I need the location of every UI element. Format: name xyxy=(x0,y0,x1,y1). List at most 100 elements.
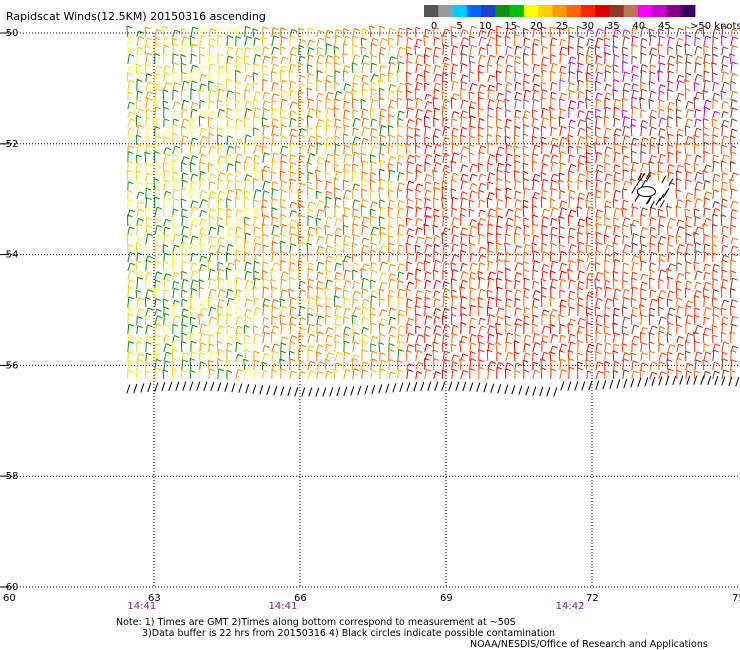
wind-barb-flag xyxy=(417,97,423,101)
wind-barb-flag xyxy=(328,352,334,356)
wind-barb-flag xyxy=(299,154,305,158)
wind-barb-flag xyxy=(157,315,163,319)
wind-barb-flag xyxy=(596,151,603,155)
wind-barb-flag xyxy=(470,271,477,275)
wind-barb-flag xyxy=(306,242,313,246)
wind-barb-flag xyxy=(228,262,235,266)
wind-barb xyxy=(334,305,338,317)
wind-barb-flag xyxy=(235,35,242,39)
wind-barb-flag xyxy=(550,270,556,274)
wind-barb xyxy=(154,218,157,227)
wind-barb xyxy=(343,351,346,362)
wind-barb xyxy=(271,188,274,200)
wind-barb-flag xyxy=(217,340,223,344)
wind-barb xyxy=(163,153,167,164)
wind-barb-flag xyxy=(308,171,314,175)
wind-barb-flag xyxy=(660,135,666,139)
wind-barb xyxy=(451,135,454,146)
wind-barb xyxy=(208,111,212,119)
wind-barb-flag xyxy=(633,83,639,87)
wind-barb xyxy=(721,82,725,92)
wind-barb xyxy=(694,109,697,119)
wind-barb-flag xyxy=(318,271,324,275)
wind-barb xyxy=(649,289,652,299)
wind-barb xyxy=(433,325,437,335)
wind-barb-flag xyxy=(244,190,250,194)
wind-barb-flag xyxy=(346,189,352,193)
wind-barb xyxy=(316,262,320,272)
wind-barb xyxy=(280,306,284,317)
wind-barb-flag xyxy=(534,83,540,87)
wind-barb xyxy=(639,304,642,317)
wind-barb xyxy=(478,84,482,92)
wind-barb xyxy=(613,225,616,236)
wind-barb xyxy=(604,64,607,74)
wind-barb-flag xyxy=(236,331,242,335)
wind-barb xyxy=(703,35,707,47)
wind-barb-flag xyxy=(426,174,433,177)
wind-barb xyxy=(217,191,221,200)
wind-barb xyxy=(153,83,156,92)
wind-barb-flag xyxy=(155,37,161,41)
wind-barb-flag xyxy=(567,268,573,272)
wind-barb xyxy=(208,307,212,317)
wind-barb-flag xyxy=(192,262,198,266)
wind-barb xyxy=(478,325,482,335)
wind-barb-flag xyxy=(534,89,540,93)
wind-barb-flag xyxy=(283,271,289,275)
wind-barb-flag xyxy=(129,101,135,105)
wind-barb xyxy=(136,252,138,263)
wind-barb xyxy=(622,126,626,137)
wind-barb-flag xyxy=(174,315,181,319)
wind-barb xyxy=(325,260,328,272)
wind-barb-flag xyxy=(226,305,233,309)
wind-barb-flag xyxy=(318,29,324,33)
wind-barb xyxy=(504,126,507,137)
wind-barb xyxy=(460,191,463,200)
wind-barb-flag xyxy=(551,217,558,221)
wind-barb xyxy=(460,227,464,236)
legend-swatch xyxy=(680,5,696,17)
wind-barb xyxy=(712,289,715,299)
wind-barb xyxy=(577,36,580,47)
wind-barb-flag xyxy=(442,342,448,346)
wind-barb-flag xyxy=(199,115,205,119)
wind-barb-flag xyxy=(426,181,432,185)
wind-barb xyxy=(622,333,625,344)
wind-barb xyxy=(288,289,291,299)
wind-barb xyxy=(577,53,580,65)
wind-barb-flag xyxy=(625,180,631,184)
wind-barb-flag xyxy=(461,243,468,247)
wind-barb xyxy=(334,218,338,227)
wind-barb-flag xyxy=(470,342,477,346)
wind-barb xyxy=(316,246,320,254)
wind-barb-flag xyxy=(460,250,467,253)
wind-barb-flag xyxy=(163,44,170,48)
wind-barb-flag xyxy=(722,322,728,326)
wind-barb-flag xyxy=(218,198,224,201)
wind-barb xyxy=(730,129,733,137)
wind-barb-flag xyxy=(344,207,351,210)
wind-barb-flag xyxy=(631,297,637,301)
wind-barb-flag xyxy=(470,60,476,64)
wind-barb-flag xyxy=(540,171,547,175)
wind-barb xyxy=(280,36,282,47)
wind-barb-flag xyxy=(317,70,323,74)
wind-barb-flag xyxy=(289,350,295,354)
wind-barb xyxy=(280,224,283,236)
wind-barb-flag xyxy=(271,207,278,211)
wind-barb-flag xyxy=(597,271,604,275)
wind-barb-flag xyxy=(533,99,540,102)
wind-barb xyxy=(676,273,680,281)
wind-barb xyxy=(289,201,293,209)
wind-barb-flag xyxy=(605,70,611,74)
wind-barb-flag xyxy=(363,117,369,121)
wind-barb-flag xyxy=(145,244,151,248)
wind-barb xyxy=(262,353,266,362)
wind-barb xyxy=(306,64,309,74)
wind-barb xyxy=(144,64,147,74)
wind-barb-flag xyxy=(235,70,241,73)
wind-barb xyxy=(631,74,634,83)
wind-barb xyxy=(289,53,292,65)
wind-barb-flag xyxy=(678,335,684,339)
